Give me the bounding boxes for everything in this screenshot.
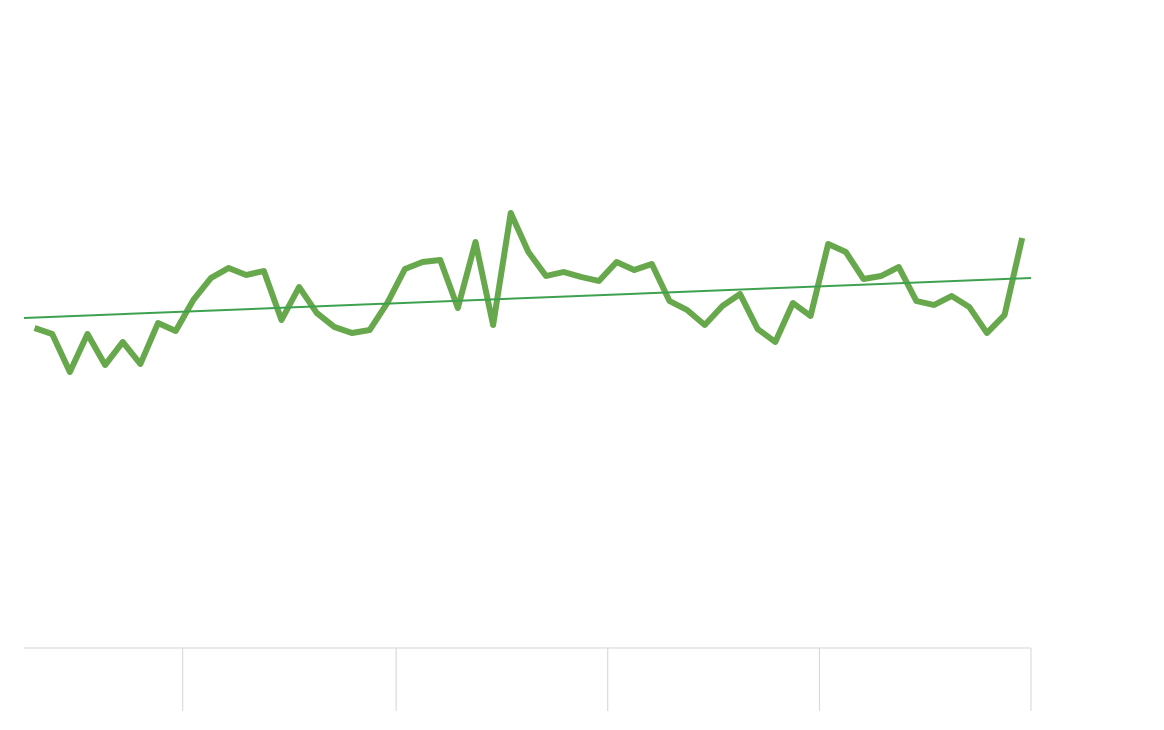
data-line xyxy=(33,210,1026,375)
trend-line xyxy=(23,277,1032,319)
